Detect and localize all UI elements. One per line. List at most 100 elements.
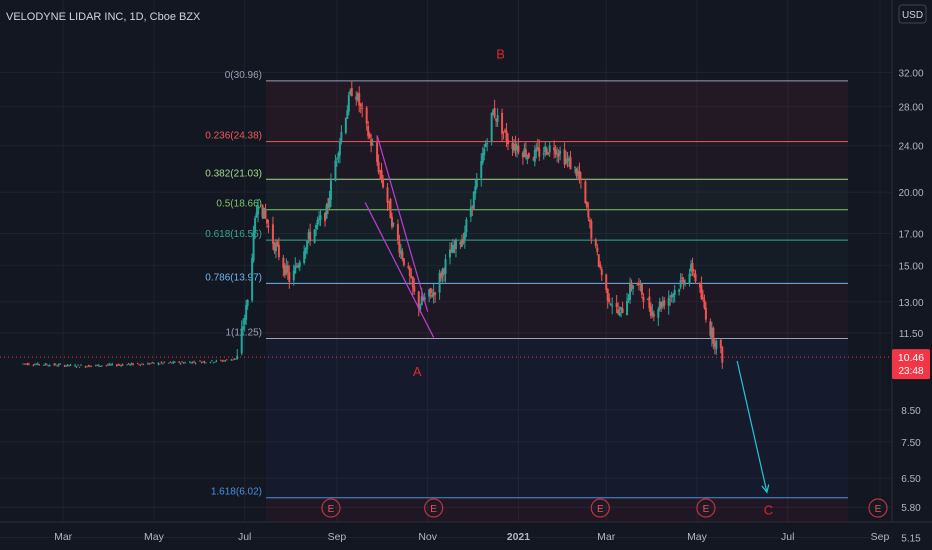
candle-body: [463, 232, 466, 241]
candle-body: [46, 364, 48, 366]
fib-level-label: 0(30.96): [225, 70, 262, 81]
candle-body: [136, 362, 139, 364]
candle-body: [694, 274, 697, 282]
earnings-marker[interactable]: E: [424, 498, 444, 518]
candle-body: [172, 361, 174, 364]
candle-body: [25, 363, 27, 365]
candle-body: [355, 96, 358, 100]
candle-body: [344, 118, 347, 133]
candle-body: [37, 362, 39, 366]
candle-body: [709, 321, 712, 336]
candle-body: [361, 107, 364, 109]
candle-body: [399, 250, 402, 255]
candle-body: [358, 93, 361, 106]
candle-body: [514, 143, 517, 150]
candle-body: [721, 347, 724, 363]
candle-body: [544, 146, 547, 153]
last-price-badge[interactable]: [892, 349, 930, 380]
earnings-marker[interactable]: E: [868, 498, 888, 518]
candle-body: [679, 280, 682, 288]
candle-body: [89, 365, 91, 368]
candle-body: [240, 328, 243, 354]
x-tick-label: Jul: [238, 531, 251, 543]
candle-body: [407, 266, 410, 268]
y-tick-label: 13.00: [898, 298, 923, 309]
earnings-marker-ring: [321, 498, 341, 518]
countdown-label: 23:48: [898, 366, 923, 377]
candle-body: [651, 311, 654, 316]
candle-body: [298, 262, 301, 267]
candle-body: [618, 312, 621, 316]
candle-body: [523, 148, 526, 157]
fib-zone-layer: [266, 80, 848, 522]
candle-body: [536, 147, 539, 150]
candle-body: [719, 339, 722, 348]
fib-level-label: 0.236(24.38): [205, 131, 262, 142]
currency-button[interactable]: USD: [898, 4, 927, 24]
candle-body: [138, 364, 140, 366]
candle-body: [507, 140, 510, 145]
candle-body: [180, 362, 182, 364]
candle-body: [611, 305, 614, 307]
candle-body: [367, 126, 370, 137]
fib-zone: [266, 338, 848, 498]
candle-body: [432, 292, 435, 296]
candle-body: [28, 363, 30, 365]
candle-body: [303, 251, 306, 264]
candle-body: [22, 363, 24, 365]
candle-body: [505, 130, 508, 141]
earnings-marker[interactable]: E: [590, 498, 610, 518]
candle-body: [547, 152, 550, 154]
candle-body: [324, 212, 327, 222]
wedge-line[interactable]: [376, 135, 429, 312]
candle-body: [349, 90, 352, 95]
candle-body: [422, 296, 425, 301]
candle-body: [649, 306, 652, 316]
candle-body: [334, 160, 337, 181]
candle-body: [517, 145, 520, 153]
y-tick-label: 20.00: [898, 188, 923, 199]
candle-body: [346, 110, 349, 119]
candle-body: [43, 364, 45, 366]
candle-body: [608, 298, 611, 303]
candle-body: [59, 363, 61, 365]
candle-body: [596, 247, 599, 252]
x-tick-label: 2021: [507, 531, 531, 543]
candle-body: [368, 134, 371, 138]
earnings-marker-ring: [868, 498, 888, 518]
candle-body: [428, 289, 431, 297]
candle-body: [129, 363, 131, 366]
candle-body: [496, 115, 499, 122]
candle-body: [585, 202, 588, 208]
fib-level-label: 0.618(16.56): [205, 229, 262, 240]
candle-body: [56, 365, 58, 367]
wedge-line[interactable]: [364, 202, 435, 338]
candle-body: [512, 145, 515, 151]
candle-body: [122, 364, 124, 366]
candle-layer: [22, 80, 724, 369]
fib-zone: [266, 209, 848, 241]
candle-body: [578, 170, 581, 179]
y-tick-label: 32.00: [898, 68, 923, 79]
candle-body: [532, 159, 535, 161]
candle-body: [181, 361, 183, 363]
candle-body: [47, 365, 49, 367]
earnings-marker[interactable]: E: [696, 498, 716, 518]
candle-body: [652, 313, 655, 317]
candle-body: [49, 364, 51, 367]
annotations: A B C: [0, 46, 892, 517]
candle-body: [642, 296, 645, 302]
candle-body: [38, 364, 40, 366]
candle-body: [306, 240, 309, 249]
candle-body: [150, 362, 152, 364]
earnings-marker[interactable]: E: [321, 498, 341, 518]
candle-body: [559, 150, 562, 154]
candle-body: [700, 285, 703, 299]
candle-body: [454, 240, 457, 250]
candle-body: [26, 363, 29, 366]
projection-arrow[interactable]: [736, 360, 768, 493]
candle-body: [411, 276, 414, 288]
